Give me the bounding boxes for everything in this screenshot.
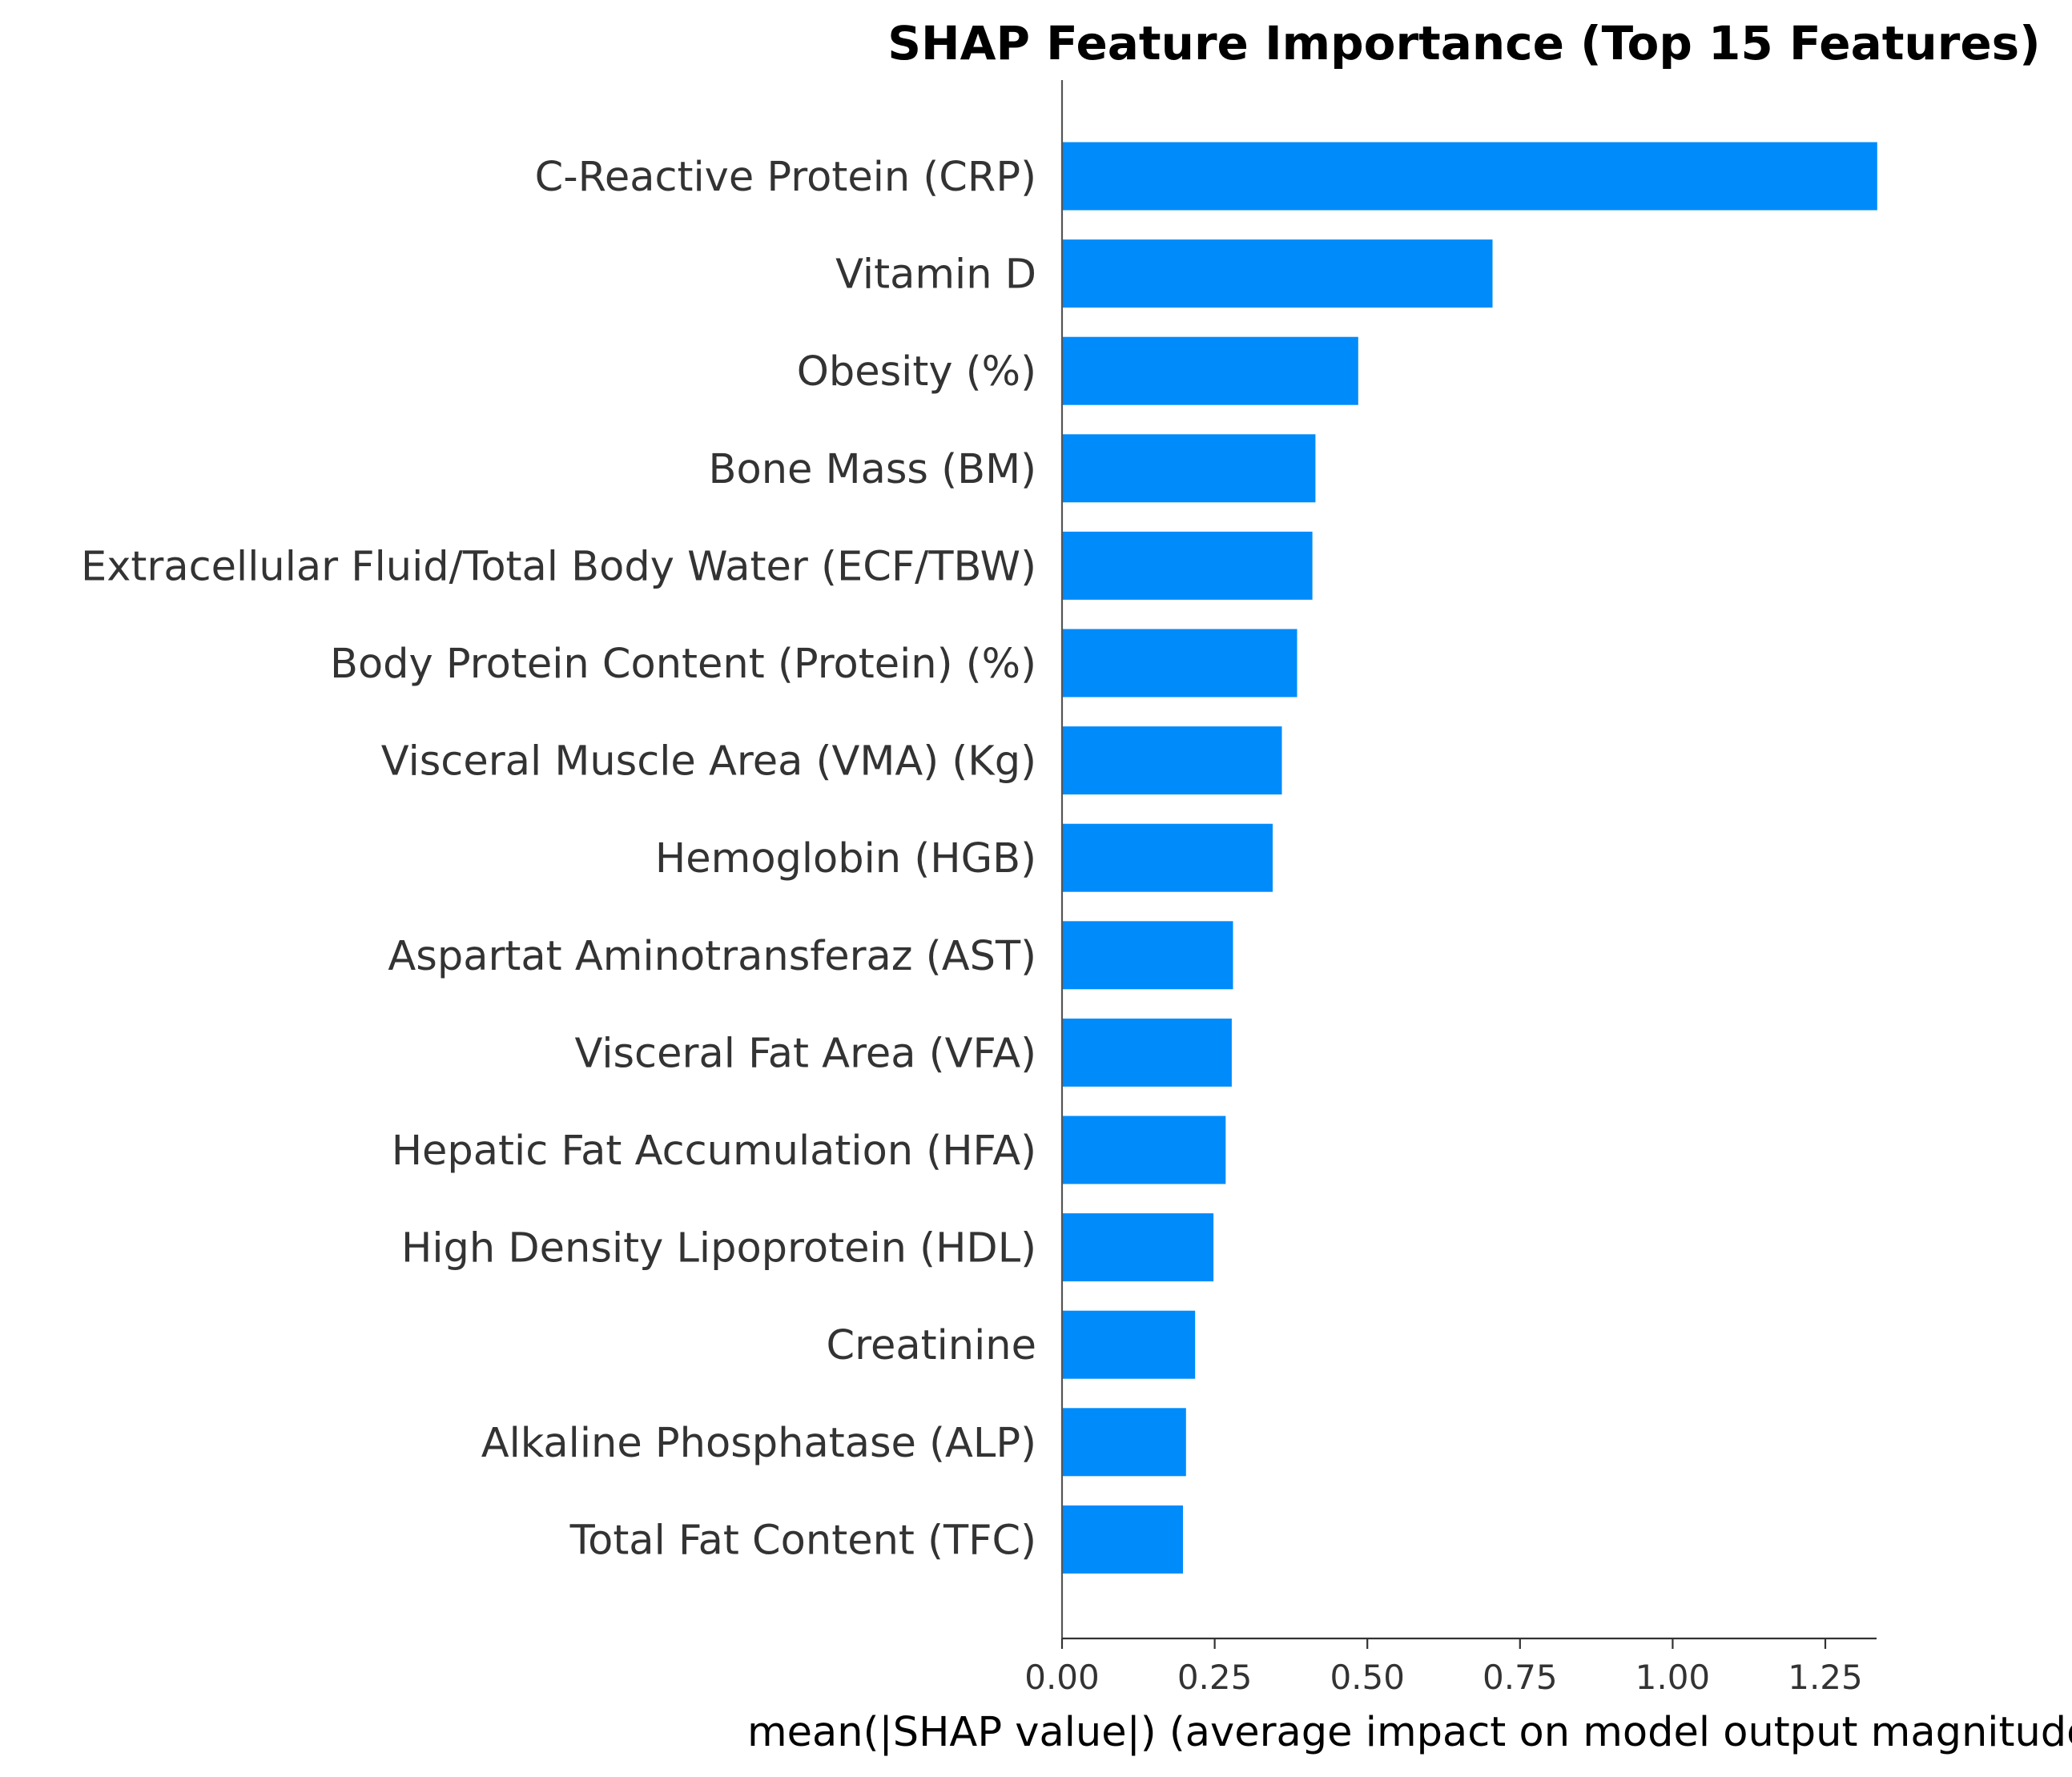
category-label: Hepatic Fat Accumulation (HFA) <box>392 1128 1036 1175</box>
category-label: Total Fat Content (TFC) <box>569 1517 1036 1564</box>
bar <box>1062 1213 1214 1282</box>
bar <box>1062 823 1273 892</box>
x-axis-label: mean(|SHAP value|) (average impact on mo… <box>747 1709 2072 1756</box>
x-tick-label: 0.50 <box>1330 1658 1405 1697</box>
category-labels: C-Reactive Protein (CRP) Vitamin D Obesity… <box>81 154 1036 1564</box>
category-label: Obesity (%) <box>797 348 1036 396</box>
bar <box>1062 531 1313 600</box>
bar <box>1062 921 1233 990</box>
bar <box>1062 1505 1183 1574</box>
chart-title: SHAP Feature Importance (Top 15 Features… <box>887 16 2040 70</box>
x-tick-label: 1.25 <box>1788 1658 1863 1697</box>
category-label: Body Protein Content (Protein) (%) <box>330 641 1036 688</box>
category-label: High Density Lipoprotein (HDL) <box>401 1225 1036 1272</box>
category-label: Vitamin D <box>835 251 1036 299</box>
category-label: Alkaline Phosphatase (ALP) <box>481 1420 1036 1467</box>
bar <box>1062 239 1493 308</box>
bar <box>1062 1018 1232 1087</box>
category-label: C-Reactive Protein (CRP) <box>535 154 1036 201</box>
bar <box>1062 434 1316 503</box>
bar <box>1062 1116 1226 1184</box>
category-label: Aspartat Aminotransferaz (AST) <box>388 933 1036 980</box>
category-label: Extracellular Fluid/Total Body Water (EC… <box>81 543 1036 590</box>
category-label: Visceral Muscle Area (VMA) (Kg) <box>381 738 1036 786</box>
x-tick-label: 0.75 <box>1483 1658 1558 1697</box>
bar <box>1062 336 1358 405</box>
bar <box>1062 1408 1186 1477</box>
bar <box>1062 726 1282 795</box>
bar <box>1062 629 1298 698</box>
x-tick-label: 0.00 <box>1024 1658 1100 1697</box>
bar <box>1062 142 1877 211</box>
bars-group <box>1062 142 1877 1574</box>
x-tick-label: 0.25 <box>1177 1658 1253 1697</box>
category-label: Hemoglobin (HGB) <box>655 835 1036 882</box>
category-label: Visceral Fat Area (VFA) <box>575 1030 1036 1077</box>
category-label: Bone Mass (BM) <box>709 446 1037 493</box>
x-tick-label: 1.00 <box>1635 1658 1711 1697</box>
category-label: Creatinine <box>827 1322 1036 1369</box>
x-axis-ticks: 0.00 0.25 0.50 0.75 1.00 1.25 <box>1024 1638 1863 1697</box>
bar <box>1062 1310 1196 1379</box>
